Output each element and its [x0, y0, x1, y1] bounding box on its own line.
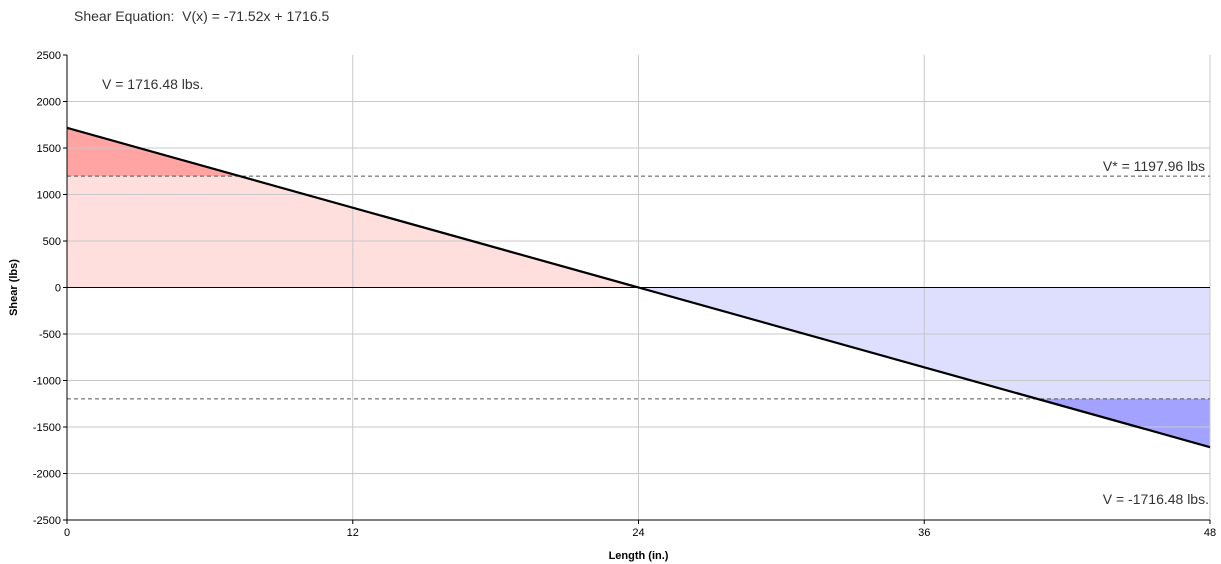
reference-lines: [67, 175, 1210, 400]
annotations: V = 1716.48 lbs. V* = 1197.96 lbs V = -171…: [102, 76, 1209, 507]
y-tick-label: -1000: [33, 376, 61, 388]
y-axis-title: Shear (lbs): [8, 259, 20, 316]
series-lines: [66, 126, 1211, 449]
y-tick-label: 1000: [37, 190, 61, 202]
x-tick-label: 24: [632, 527, 644, 539]
y-tick-label: 2500: [37, 50, 61, 62]
axes: [63, 54, 1211, 524]
x-tick-label: 12: [347, 527, 359, 539]
shear-line: [66, 126, 1211, 449]
x-tick-label: 48: [1204, 527, 1216, 539]
y-tick-label: -2000: [33, 469, 61, 481]
y-tick-label: 500: [43, 236, 61, 248]
y-tick-label: 1500: [37, 143, 61, 155]
min-shear-annotation: V = -1716.48 lbs.: [1103, 491, 1209, 507]
vstar-annotation: V* = 1197.96 lbs: [1103, 158, 1205, 174]
shear-equation-label: Shear Equation: V(x) = -71.52x + 1716.5: [74, 8, 330, 24]
x-axis-title: Length (in.): [609, 550, 669, 562]
y-tick-label: 2000: [37, 97, 61, 109]
y-tick-label: -2500: [33, 515, 61, 527]
x-tick-label: 36: [918, 527, 930, 539]
y-tick-label: -1500: [33, 422, 61, 434]
y-tick-label: -500: [39, 329, 61, 341]
x-tick-label: 0: [64, 527, 70, 539]
max-shear-annotation: V = 1716.48 lbs.: [102, 76, 204, 92]
y-tick-label: 0: [55, 283, 61, 295]
tick-labels: 2500 2000 1500 1000 500 0 -500 -1000 -1500 -2000 -…: [33, 50, 1216, 539]
